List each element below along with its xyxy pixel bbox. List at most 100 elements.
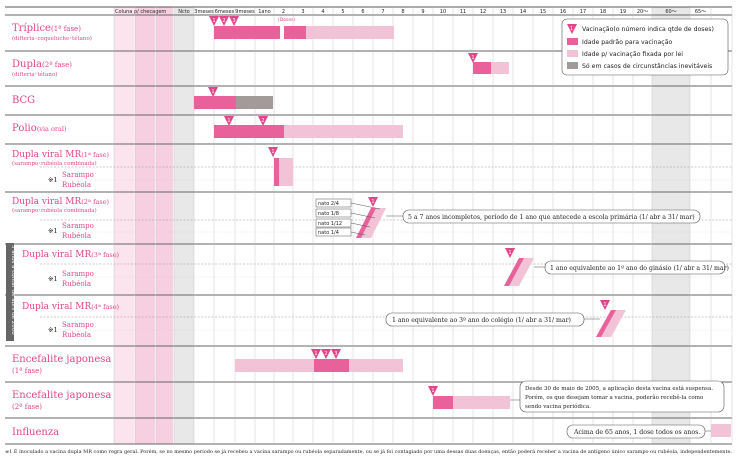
age-header-24: 60～ <box>665 9 676 15</box>
label-mr4-sarampo: Sarampo <box>62 321 94 329</box>
dose-marker-row0-2 <box>229 16 239 26</box>
note-mr2: 5 a 7 anos incompletos, período de 1 ano… <box>408 214 695 221</box>
age-header-23: 20～ <box>637 9 648 15</box>
note-je2-3: sendo vacina periódica. <box>525 403 591 410</box>
label-polio: Polio(via oral) <box>12 123 67 134</box>
label-mr3: Dupla viral MR(3ª fase) <box>22 250 120 260</box>
note-mr4: 1 ano equivalente ao 3º ano do colégio (… <box>392 317 571 324</box>
label-mr1-sarampo: Sarampo <box>62 171 94 179</box>
age-header-2: 6meses <box>215 9 235 15</box>
label-mr2-rubeola: Rubéola <box>62 232 91 240</box>
fraction-4: nato 1/4 <box>318 230 339 236</box>
bar-triplice-standard-2 <box>284 26 306 39</box>
age-header-20: 17 <box>580 9 586 15</box>
label-dupla: Dupla(2ª fase) <box>12 59 72 70</box>
legend-standard: Idade padrão para vacinação <box>582 39 672 46</box>
age-header-3: 9meses <box>235 9 255 15</box>
label-mr3-rubeola: Rubéola <box>62 280 91 288</box>
age-header-16: 13 <box>500 9 506 15</box>
legend-special-swatch <box>567 62 578 69</box>
dose-marker-row2-0 <box>208 87 218 97</box>
dose-markers: 1 2 3 1 1 1 2 1 1 1 1 1 2 3 1 <box>208 16 610 396</box>
dose-marker-row8-2 <box>331 349 341 359</box>
bar-mr1-legal <box>279 158 293 186</box>
label-mr2: Dupla viral MR(2ª fase) <box>12 197 110 207</box>
label-mr3-sarampo: Sarampo <box>62 270 94 278</box>
label-je1: Encefalite japonesa <box>12 354 111 365</box>
row-labels: Tríplice(1ª fase) (difteria･coqueluche･t… <box>12 23 120 438</box>
bar-bcg-standard <box>194 96 236 109</box>
bar-je1-legal <box>235 359 314 372</box>
label-mr3-mark: ※1 <box>48 275 58 283</box>
dose-marker-row3-0 <box>224 116 234 126</box>
legend-special: Só em casos de circunstâncias inevitávei… <box>582 62 712 70</box>
dose-marker-row1-0 <box>468 53 478 63</box>
side-label-text: 5 anos a contar de abril de 2008 <box>10 245 16 335</box>
dose-marker-row4-0 <box>268 147 278 157</box>
age-header-9: 6 <box>361 9 364 15</box>
age-header-10: 7 <box>381 9 384 15</box>
gray-col-60 <box>652 7 690 444</box>
dose-marker-label-row0-1: 2 <box>222 18 225 24</box>
dose-marker-label-row3-1: 2 <box>261 118 264 124</box>
label-mr2-sub: (sarampo･rubéola combinada) <box>12 207 97 214</box>
check-col-3 <box>156 7 173 444</box>
fraction-1: nato 2/4 <box>318 201 339 207</box>
bar-triplice-standard <box>214 26 280 39</box>
bar-influenza-legal <box>711 424 731 437</box>
dose-marker-row9-0 <box>428 386 438 396</box>
footnote: ※1 É inoculado a vacina dupla MR como re… <box>5 449 732 455</box>
age-header-12: 9 <box>421 9 424 15</box>
legend-standard-swatch <box>567 38 578 45</box>
header-check: Coluna p/ checagem <box>115 9 166 15</box>
bars <box>194 26 731 437</box>
fraction-boxes: nato 2/4 nato 1/8 nato 1/12 nato 1/4 <box>315 198 381 237</box>
check-col-1 <box>114 7 134 444</box>
label-triplice-sub: (difteria･coqueluche･tétano) <box>12 35 92 42</box>
age-header-22: 19 <box>620 9 626 15</box>
side-label: 5 anos a contar de abril de 2008 <box>6 243 16 341</box>
label-influenza: Influenza <box>12 427 59 438</box>
note-je2-2: Porém, os que desejam tomar a vacina, po… <box>525 394 704 401</box>
age-header-25: 65～ <box>695 9 706 15</box>
age-header-18: 15 <box>540 9 546 15</box>
bar-mr1-standard <box>274 158 279 186</box>
dose-marker-label-row5-0: 1 <box>371 199 374 205</box>
dose-marker-label-row8-2: 3 <box>334 351 337 357</box>
fraction-2: nato 1/8 <box>318 211 339 217</box>
check-columns <box>114 7 690 444</box>
label-mr1-rubeola: Rubéola <box>62 181 91 189</box>
dose-marker-row8-1 <box>321 349 331 359</box>
dose-marker-label-row7-0: 1 <box>603 302 606 308</box>
bar-bcg-special <box>236 96 273 109</box>
age-header-0: Ncto <box>178 9 190 15</box>
bar-dupla-standard <box>473 62 491 74</box>
bar-polio-legal <box>284 125 403 138</box>
bar-mr4-standard <box>596 310 616 337</box>
bar-je1-standard <box>314 359 349 372</box>
dose-marker-row0-0 <box>209 16 219 26</box>
label-je2: Encefalite japonesa <box>12 390 111 401</box>
age-header-13: 10 <box>440 9 446 15</box>
dose-marker-row3-1 <box>258 116 268 126</box>
age-header-15: 12 <box>480 9 486 15</box>
bar-triplice-legal <box>306 26 394 39</box>
dose-marker-row6-0 <box>505 248 515 258</box>
dose-marker-row5-0 <box>368 197 378 207</box>
bar-je1-legal-2 <box>349 359 403 372</box>
dose-marker-label-row3-0: 1 <box>227 118 230 124</box>
dose-marker-label-row6-0: 1 <box>508 250 511 256</box>
dose-marker-label-row1-0: 1 <box>471 55 474 61</box>
dose-marker-label-row0-2: 3 <box>232 18 235 24</box>
bar-polio-standard <box>214 125 284 138</box>
age-header-7: 4 <box>321 9 324 15</box>
label-mr1: Dupla viral MR(1ª fase) <box>12 150 110 160</box>
age-header-1: 3meses <box>194 9 214 15</box>
bar-je2-legal <box>453 396 510 409</box>
age-header-19: 16 <box>560 9 566 15</box>
dose-marker-label-row0-0: 1 <box>212 18 215 24</box>
note-je2-1: Desde 30 de maio de 2005, a aplicação de… <box>525 385 713 392</box>
dose-marker-row0-1 <box>219 16 229 26</box>
dose-marker-label-row8-0: 1 <box>314 351 317 357</box>
dose-marker-row8-0 <box>311 349 321 359</box>
